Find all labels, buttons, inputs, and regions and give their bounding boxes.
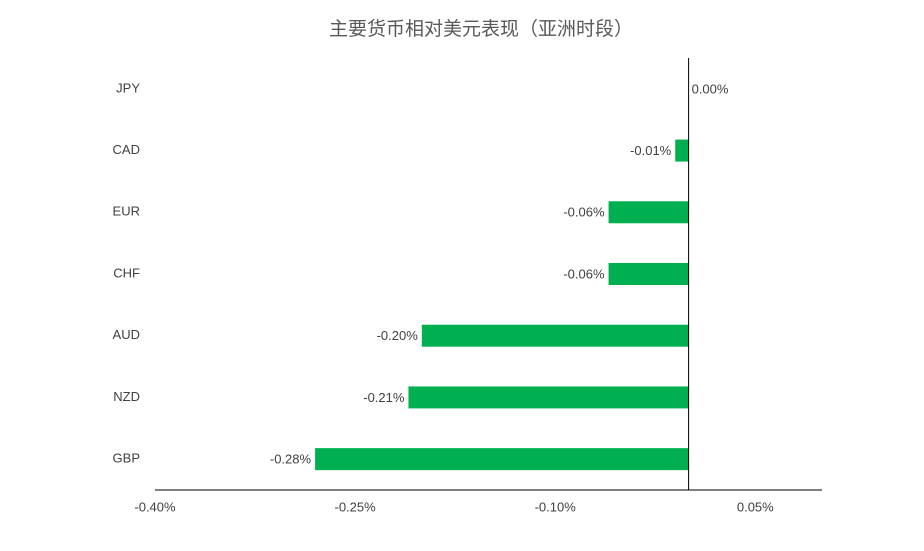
y-tick-label: GBP: [113, 451, 140, 466]
x-tick-label: -0.10%: [535, 499, 577, 514]
x-tick-label: -0.40%: [134, 499, 176, 514]
value-label: -0.28%: [270, 452, 312, 467]
value-label: -0.01%: [630, 143, 672, 158]
bar: [421, 324, 689, 347]
y-tick-label: EUR: [113, 204, 140, 219]
value-label: 0.00%: [692, 81, 729, 96]
bar: [608, 201, 689, 224]
value-label: -0.06%: [563, 205, 605, 220]
chart-title: 主要货币相对美元表现（亚洲时段）: [329, 18, 633, 40]
y-tick-label: JPY: [116, 80, 140, 95]
value-label: -0.20%: [377, 328, 419, 343]
value-label: -0.21%: [363, 390, 405, 405]
x-tick-label: 0.05%: [737, 499, 774, 514]
y-tick-label: AUD: [113, 327, 140, 342]
bar: [408, 386, 689, 409]
value-label: -0.06%: [563, 266, 605, 281]
bar: [608, 263, 689, 285]
bar: [315, 448, 689, 471]
x-tick-label: -0.25%: [334, 499, 376, 514]
y-tick-label: CHF: [113, 265, 140, 280]
y-tick-label: NZD: [113, 389, 140, 404]
y-tick-label: CAD: [113, 142, 140, 157]
bar: [675, 139, 689, 162]
